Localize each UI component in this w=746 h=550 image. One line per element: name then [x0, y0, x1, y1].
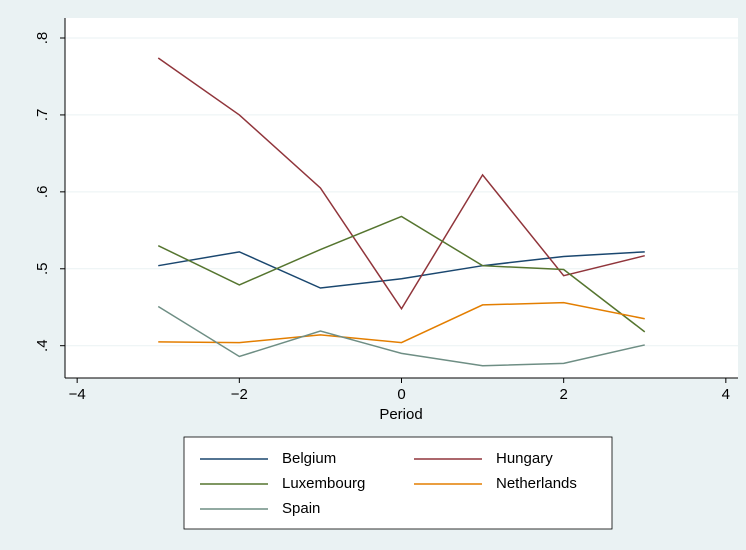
x-axis-title: Period [379, 406, 422, 423]
y-tick-label: .4 [34, 339, 51, 352]
series-line [157, 57, 645, 311]
series-line [158, 251, 645, 289]
x-tick-label: −2 [231, 386, 248, 403]
series-line [157, 305, 645, 367]
legend-label: Luxembourg [282, 475, 365, 492]
y-tick-label: .8 [34, 32, 51, 45]
y-tick-label: .7 [34, 109, 51, 122]
series-line [158, 301, 645, 344]
legend-label: Hungary [496, 450, 553, 467]
legend-label: Spain [282, 500, 320, 517]
plot-area [65, 18, 738, 378]
legend-label: Netherlands [496, 475, 577, 492]
x-tick-label: 0 [397, 386, 405, 403]
legend-box [183, 436, 613, 530]
y-tick-label: .6 [34, 186, 51, 199]
legend-label: Belgium [282, 450, 336, 467]
y-tick-label: .5 [34, 263, 51, 276]
x-tick-label: −4 [69, 386, 86, 403]
series-line [157, 215, 646, 333]
x-tick-label: 2 [559, 386, 567, 403]
x-tick-label: 4 [722, 386, 730, 403]
